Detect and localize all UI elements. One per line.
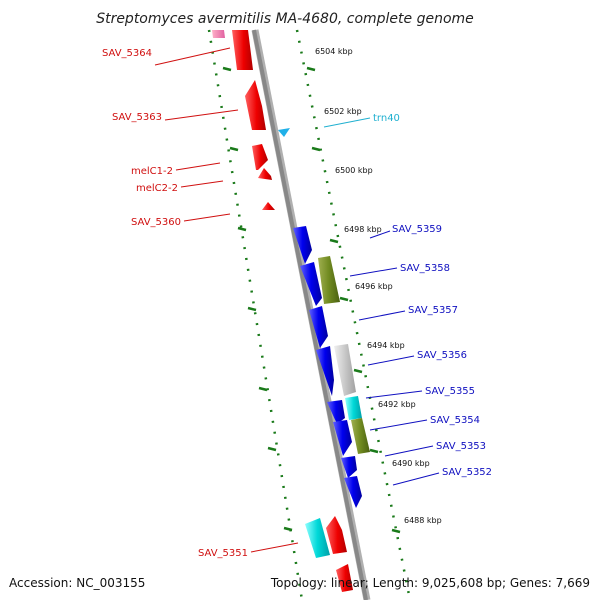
gene-label-sav5355[interactable]: SAV_5355 [425, 386, 475, 397]
major-ticks [222, 66, 401, 534]
kbp-scale: 6504 kbp 6502 kbp 6500 kbp 6498 kbp 6496… [315, 47, 442, 525]
gene-feature-melc1-2[interactable] [252, 144, 268, 170]
gene-feature-sav5359[interactable] [293, 226, 312, 264]
gene-label-sav5354[interactable]: SAV_5354 [430, 415, 480, 426]
gene-feature-sav5358[interactable] [318, 256, 340, 304]
kbp-label: 6488 kbp [404, 516, 442, 525]
left-gene-labels: SAV_5364 SAV_5363 melC1-2 melC2-2 SAV_53… [102, 47, 299, 559]
right-tick-track [295, 29, 412, 600]
gene-label-sav5351[interactable]: SAV_5351 [198, 548, 248, 559]
gene-feature-sav5360[interactable] [262, 202, 275, 210]
gene-feature-gray[interactable] [334, 344, 356, 396]
kbp-label: 6502 kbp [324, 107, 362, 116]
gene-label-sav5352[interactable]: SAV_5352 [442, 467, 492, 478]
kbp-label: 6496 kbp [355, 282, 393, 291]
gene-feature-sav5353[interactable] [341, 456, 357, 478]
gene-label-melc1-2[interactable]: melC1-2 [131, 166, 173, 177]
gene-feature-cyan-right[interactable] [345, 396, 362, 420]
gene-feature-sav5357[interactable] [309, 306, 328, 348]
left-strand-genes [212, 30, 353, 592]
gene-label-trn40[interactable]: trn40 [373, 113, 400, 124]
gene-feature-sav5354[interactable] [333, 420, 352, 456]
kbp-label: 6494 kbp [367, 341, 405, 350]
right-strand-genes [293, 226, 370, 508]
gene-label-sav5358[interactable]: SAV_5358 [400, 263, 450, 274]
trna-feature-trn40[interactable] [278, 128, 290, 137]
accession-text: Accession: NC_003155 [9, 576, 145, 590]
gene-label-sav5360[interactable]: SAV_5360 [131, 217, 181, 228]
gene-feature-olive-right[interactable] [351, 418, 370, 454]
gene-label-sav5364[interactable]: SAV_5364 [102, 48, 152, 59]
gene-feature-melc2-2[interactable] [258, 168, 272, 180]
right-gene-labels: SAV_5359 SAV_5358 SAV_5357 SAV_5356 SAV_… [349, 224, 492, 486]
map-title: Streptomyces avermitilis MA-4680, comple… [96, 11, 474, 27]
kbp-label: 6490 kbp [392, 459, 430, 468]
gene-label-sav5359[interactable]: SAV_5359 [392, 224, 442, 235]
kbp-label: 6504 kbp [315, 47, 353, 56]
gene-feature-sav5355[interactable] [327, 400, 345, 424]
kbp-label: 6492 kbp [378, 400, 416, 409]
gene-feature-blue[interactable] [300, 262, 322, 306]
gene-feature-sav5352[interactable] [344, 476, 362, 508]
gene-label-sav5357[interactable]: SAV_5357 [408, 305, 458, 316]
genome-summary-text: Topology: linear; Length: 9,025,608 bp; … [270, 576, 590, 590]
genome-axis [252, 29, 368, 600]
kbp-label: 6498 kbp [344, 225, 382, 234]
gene-feature [212, 30, 225, 38]
gene-feature-sav5351[interactable] [326, 516, 347, 554]
gene-label-sav5363[interactable]: SAV_5363 [112, 112, 162, 123]
kbp-label: 6500 kbp [335, 166, 373, 175]
gene-feature-cyan[interactable] [305, 518, 330, 558]
gene-feature-sav5356[interactable] [316, 346, 334, 396]
gene-label-melc2-2[interactable]: melC2-2 [136, 183, 178, 194]
gene-feature-sav5364[interactable] [232, 30, 253, 70]
gene-label-sav5356[interactable]: SAV_5356 [417, 350, 467, 361]
gene-label-sav5353[interactable]: SAV_5353 [436, 441, 486, 452]
gene-feature-sav5363[interactable] [245, 80, 266, 130]
gene-feature-bottom[interactable] [336, 564, 353, 592]
